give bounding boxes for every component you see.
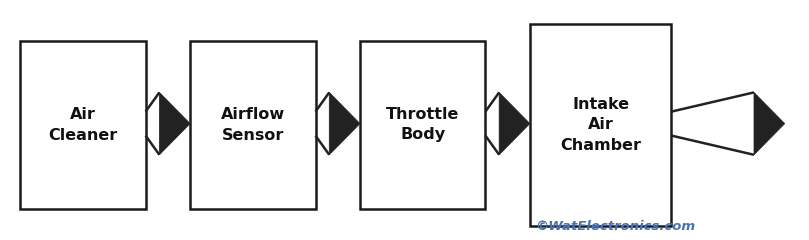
FancyBboxPatch shape (360, 41, 485, 209)
FancyBboxPatch shape (530, 24, 671, 226)
FancyBboxPatch shape (190, 41, 316, 209)
Text: Intake
Air
Chamber: Intake Air Chamber (560, 97, 642, 153)
Text: ©WatElectronics.com: ©WatElectronics.com (535, 220, 695, 233)
Polygon shape (159, 92, 190, 155)
Polygon shape (499, 92, 530, 155)
FancyBboxPatch shape (20, 41, 146, 209)
Polygon shape (329, 92, 360, 155)
Text: Air
Cleaner: Air Cleaner (49, 107, 117, 143)
Polygon shape (754, 92, 785, 155)
Text: Airflow
Sensor: Airflow Sensor (221, 107, 285, 143)
Text: Throttle
Body: Throttle Body (386, 107, 460, 143)
